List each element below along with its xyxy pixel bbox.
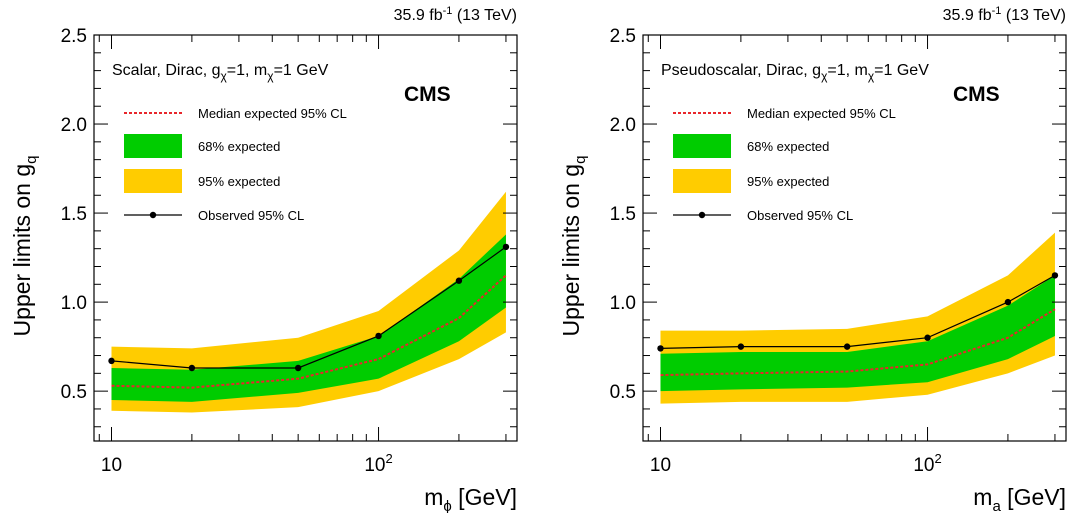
y-tick-label: 0.5 [61, 382, 87, 403]
observed-point [737, 343, 745, 350]
legend-label-band68: 68% expected [198, 139, 280, 154]
x-axis-title-subscript: a [992, 498, 1001, 513]
legend-label-observed: Observed 95% CL [198, 208, 304, 223]
y-tick-label: 1.0 [610, 293, 636, 314]
observed-point [657, 345, 664, 352]
y-tick-label: 1.5 [610, 204, 636, 225]
x-axis-title: mϕ [GeV] [424, 484, 517, 513]
legend-95-swatch [124, 169, 182, 193]
x-tick-label: 10 [650, 455, 671, 476]
y-axis-title-subscript: q [572, 156, 589, 164]
legend-label-observed: Observed 95% CL [747, 208, 853, 223]
x-tick-label: 10 [101, 455, 122, 476]
model-label-part: Scalar, Dirac, g [112, 62, 220, 79]
model-label: Pseudoscalar, Dirac, gχ=1, mχ=1 GeV [661, 62, 929, 83]
luminosity-exponent: -1 [443, 5, 453, 17]
y-tick-label: 2.5 [610, 26, 636, 47]
model-label-subscript: χ [821, 69, 828, 83]
y-axis-title-main: Upper limits on g [558, 164, 584, 337]
legend-label-band95: 95% expected [747, 174, 829, 189]
x-axis-title-unit: [GeV] [1001, 484, 1066, 510]
legend-label-median: Median expected 95% CL [747, 106, 896, 121]
observed-point [1051, 272, 1059, 279]
model-label-subscript: χ [220, 69, 227, 83]
model-label: Scalar, Dirac, gχ=1, mχ=1 GeV [112, 62, 329, 83]
luminosity-exponent: -1 [992, 5, 1002, 17]
x-tick-label-base: 10 [364, 455, 385, 476]
x-axis-title-main: m [424, 484, 443, 510]
model-label-part: Pseudoscalar, Dirac, g [661, 62, 821, 79]
y-tick-label: 0.5 [610, 382, 636, 403]
x-tick-label: 102 [913, 451, 941, 476]
legend-label-band95: 95% expected [198, 174, 280, 189]
x-axis-title-main: m [973, 484, 992, 510]
observed-point [375, 332, 382, 340]
plot-frame [93, 34, 518, 442]
model-label-part: =1 GeV [274, 62, 329, 79]
observed-line [111, 246, 507, 369]
observed-point [294, 364, 302, 372]
x-tick-label: 102 [364, 451, 392, 476]
x-tick-label-base: 10 [650, 455, 671, 476]
x-axis-title: ma [GeV] [973, 484, 1066, 513]
legend-95-swatch [673, 169, 731, 193]
y-tick-label: 1.5 [61, 204, 87, 225]
y-axis-title-main: Upper limits on g [9, 164, 35, 337]
y-axis-title: Upper limits on gq [9, 156, 40, 337]
x-tick-label-exponent: 2 [385, 451, 392, 466]
observed-point [188, 364, 196, 372]
observed-point [1004, 298, 1012, 306]
band-68-expected [660, 275, 1055, 392]
observed-point [108, 357, 115, 365]
x-tick-label-base: 10 [913, 455, 934, 476]
observed-point [924, 334, 931, 341]
x-axis-title-unit: [GeV] [452, 484, 517, 510]
median-expected-line [111, 274, 507, 389]
x-tick-label-base: 10 [101, 455, 122, 476]
legend-68-swatch [673, 134, 731, 158]
y-tick-label: 2.5 [61, 26, 87, 47]
model-label-subscript: χ [868, 69, 875, 83]
cms-label: CMS [953, 83, 1000, 106]
luminosity-energy: (13 TeV) [452, 7, 517, 24]
median-expected-line [660, 308, 1056, 377]
legend-label-median: Median expected 95% CL [198, 106, 347, 121]
legend-observed-marker [149, 211, 157, 219]
model-label-subscript: χ [267, 69, 274, 83]
y-tick-label: 1.0 [61, 293, 87, 314]
y-tick-label: 2.0 [61, 115, 87, 136]
luminosity-label: 35.9 fb-1 (13 TeV) [394, 5, 517, 24]
y-tick-label: 2.0 [610, 115, 636, 136]
luminosity-label: 35.9 fb-1 (13 TeV) [943, 5, 1066, 24]
model-label-part: =1 GeV [874, 62, 929, 79]
band-68-expected [111, 234, 506, 402]
x-tick-label-exponent: 2 [934, 451, 941, 466]
y-axis-title-subscript: q [23, 156, 40, 164]
observed-point [843, 343, 851, 350]
model-label-part: =1, m [227, 62, 267, 79]
legend-observed-marker [698, 211, 706, 219]
luminosity-value: 35.9 fb [394, 7, 443, 24]
luminosity-energy: (13 TeV) [1001, 7, 1066, 24]
legend-label-band68: 68% expected [747, 139, 829, 154]
observed-point [455, 277, 463, 284]
y-axis-title: Upper limits on gq [558, 156, 589, 337]
cms-label: CMS [404, 83, 451, 106]
legend-68-swatch [124, 134, 182, 158]
plot-frame [642, 34, 1067, 442]
x-axis-title-subscript: ϕ [443, 498, 451, 513]
observed-point [502, 243, 510, 251]
observed-line [660, 274, 1056, 349]
luminosity-value: 35.9 fb [943, 7, 992, 24]
model-label-part: =1, m [827, 62, 867, 79]
